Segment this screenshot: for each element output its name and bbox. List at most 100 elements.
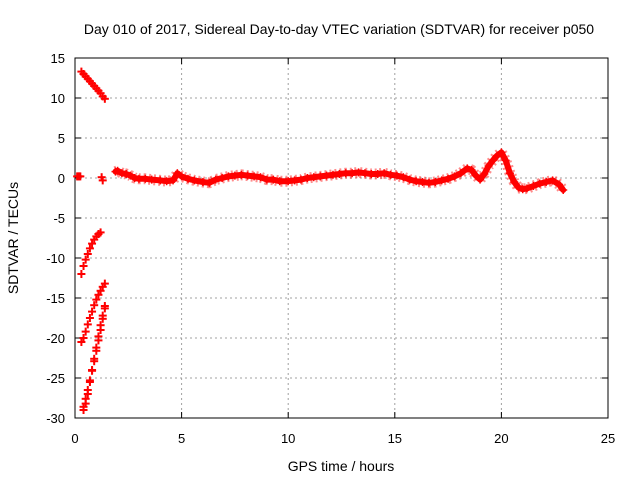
y-tick-label: -5 bbox=[53, 211, 65, 226]
data-point bbox=[79, 262, 88, 270]
trace-point bbox=[309, 173, 318, 182]
trace-point bbox=[183, 174, 192, 183]
axis-ticks bbox=[74, 57, 609, 419]
trace-point bbox=[535, 179, 544, 188]
trace-point bbox=[205, 178, 214, 187]
data-point bbox=[83, 250, 92, 258]
data-point bbox=[81, 394, 90, 403]
y-tick-label: -10 bbox=[46, 251, 65, 266]
y-tick-label: 5 bbox=[58, 131, 65, 146]
trace-point bbox=[444, 174, 453, 183]
trace-point bbox=[467, 166, 476, 174]
y-tick-label: -15 bbox=[46, 291, 65, 306]
trace-point bbox=[218, 174, 227, 182]
trace-point bbox=[493, 151, 502, 160]
trace-point bbox=[522, 184, 531, 193]
data-point bbox=[76, 172, 85, 181]
grid-lines bbox=[75, 58, 608, 418]
trace-point bbox=[335, 170, 344, 178]
y-tick-label: 15 bbox=[51, 51, 65, 66]
trace-point bbox=[237, 170, 246, 179]
trace-point bbox=[497, 148, 506, 157]
data-points bbox=[73, 67, 109, 414]
chart-title: Day 010 of 2017, Sidereal Day-to-day VTE… bbox=[84, 21, 594, 37]
trace-point bbox=[284, 177, 293, 186]
trace-point bbox=[354, 168, 363, 177]
data-point bbox=[94, 336, 103, 345]
data-point bbox=[81, 327, 90, 336]
y-tick-label: 0 bbox=[58, 171, 65, 186]
trace-point bbox=[488, 156, 497, 165]
x-tick-label: 5 bbox=[178, 431, 185, 446]
trace-point bbox=[141, 174, 150, 183]
trace-point bbox=[484, 162, 493, 170]
x-tick-label: 10 bbox=[281, 431, 295, 446]
trace-point bbox=[322, 171, 331, 180]
x-tick-labels: 0 5 10 15 20 25 bbox=[71, 431, 615, 446]
trace-point bbox=[173, 169, 182, 178]
trace-point bbox=[177, 172, 186, 181]
x-axis-label: GPS time / hours bbox=[288, 458, 395, 474]
trace-point bbox=[147, 175, 156, 184]
trace-point bbox=[405, 175, 414, 184]
data-point bbox=[98, 314, 107, 323]
data-point bbox=[77, 270, 86, 278]
trace-point bbox=[450, 172, 459, 181]
data-point bbox=[100, 279, 109, 288]
trace-point bbox=[554, 180, 563, 189]
trace-point bbox=[328, 170, 337, 179]
trace-point bbox=[471, 171, 480, 180]
data-point bbox=[90, 301, 99, 310]
trace-point bbox=[296, 175, 305, 184]
trace-point bbox=[514, 183, 523, 192]
data-point bbox=[83, 386, 92, 394]
data-point bbox=[85, 314, 94, 322]
sdtvar-trace bbox=[111, 146, 568, 195]
y-tick-label: -20 bbox=[46, 331, 65, 346]
trace-point bbox=[505, 169, 514, 178]
y-tick-label: -30 bbox=[46, 411, 65, 426]
data-point bbox=[92, 346, 101, 355]
trace-point bbox=[548, 176, 557, 185]
x-tick-label: 20 bbox=[494, 431, 508, 446]
trace-point bbox=[230, 171, 239, 180]
trace-point bbox=[224, 172, 233, 181]
trace-point bbox=[480, 170, 489, 178]
trace-point bbox=[117, 169, 126, 178]
trace-point bbox=[510, 178, 519, 186]
data-point bbox=[81, 255, 90, 264]
x-tick-label: 15 bbox=[388, 431, 402, 446]
trace-point bbox=[399, 173, 408, 182]
trace-point bbox=[476, 175, 485, 184]
trace-point bbox=[386, 170, 395, 179]
data-point bbox=[88, 307, 97, 316]
trace-point bbox=[256, 173, 265, 182]
data-point bbox=[98, 176, 107, 185]
trace-point bbox=[529, 182, 538, 190]
trace-point bbox=[463, 164, 472, 173]
trace-point bbox=[360, 169, 369, 178]
trace-point bbox=[169, 176, 178, 185]
data-point bbox=[88, 366, 97, 375]
trace-point bbox=[559, 186, 568, 194]
y-tick-label: -25 bbox=[46, 371, 65, 386]
data-point bbox=[85, 244, 94, 253]
y-tick-label: 10 bbox=[51, 91, 65, 106]
trace-point bbox=[437, 176, 446, 185]
trace-point bbox=[424, 178, 433, 187]
trace-point bbox=[501, 156, 510, 165]
trace-point bbox=[122, 170, 131, 178]
trace-point bbox=[156, 176, 165, 185]
trace-point bbox=[130, 174, 139, 182]
data-point bbox=[96, 326, 105, 334]
trace-point bbox=[316, 172, 325, 181]
data-point bbox=[96, 228, 105, 237]
trace-point bbox=[243, 171, 252, 180]
trace-point bbox=[542, 178, 551, 186]
trace-point bbox=[418, 178, 427, 186]
data-point bbox=[83, 320, 92, 329]
plot-frame bbox=[74, 57, 609, 419]
data-point bbox=[90, 357, 99, 366]
trace-point bbox=[412, 177, 421, 186]
trace-point bbox=[269, 175, 278, 184]
